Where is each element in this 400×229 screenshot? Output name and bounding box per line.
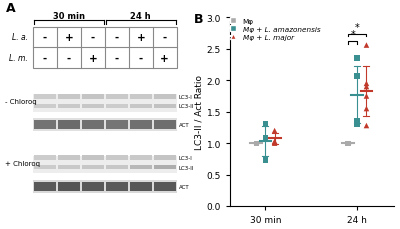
Bar (106, 155, 128, 161)
Point (354, 123, 360, 127)
Text: *: * (355, 23, 360, 33)
Point (363, 85, 370, 89)
Bar (82, 120, 104, 129)
Text: -: - (43, 53, 47, 63)
Text: 30 min: 30 min (53, 12, 85, 21)
Bar (34, 95, 56, 100)
Point (345, 142, 351, 145)
Bar (58, 104, 80, 109)
Point (363, 95, 370, 98)
Text: *: * (350, 30, 355, 40)
Bar (130, 120, 152, 129)
Text: L. m.: L. m. (9, 54, 28, 63)
Text: -: - (115, 33, 119, 43)
Text: -: - (139, 53, 143, 63)
Text: -: - (91, 33, 95, 43)
Point (363, 107, 370, 111)
Bar (130, 182, 152, 191)
Text: LC3-II: LC3-II (179, 165, 194, 170)
Text: -: - (43, 33, 47, 43)
Bar (82, 182, 104, 191)
Bar (34, 166, 56, 170)
Point (262, 158, 269, 162)
Bar (154, 120, 176, 129)
Bar (82, 104, 104, 109)
Point (363, 44, 370, 48)
Bar (154, 95, 176, 100)
Bar (33, 156, 177, 173)
Point (363, 124, 370, 128)
Bar (34, 155, 56, 161)
Bar (154, 155, 176, 161)
Bar (130, 155, 152, 161)
Text: +: + (160, 53, 169, 63)
Bar (106, 120, 128, 129)
Point (272, 129, 278, 133)
Text: B: B (194, 13, 204, 26)
Bar (106, 166, 128, 170)
Bar (58, 95, 80, 100)
Point (262, 123, 269, 127)
Point (354, 57, 360, 61)
Point (272, 140, 278, 143)
Bar (106, 182, 128, 191)
Text: A: A (6, 2, 16, 15)
Text: LC3-II: LC3-II (179, 104, 194, 109)
Point (253, 142, 260, 145)
Text: ACT: ACT (179, 122, 189, 127)
Point (354, 75, 360, 78)
Text: LC3-I: LC3-I (179, 155, 192, 161)
Point (272, 142, 278, 145)
Point (354, 120, 360, 123)
Text: - Chloroq: - Chloroq (5, 99, 37, 105)
Bar (34, 104, 56, 109)
Bar (130, 104, 152, 109)
Text: L. a.: L. a. (12, 33, 28, 42)
Bar (58, 166, 80, 170)
Point (253, 142, 260, 145)
Bar (33, 95, 177, 112)
Text: -: - (67, 53, 71, 63)
Point (363, 82, 370, 86)
Legend: Mφ, Mφ + L. amazonensis, Mφ + L. major: Mφ, Mφ + L. amazonensis, Mφ + L. major (226, 18, 321, 41)
Bar (82, 95, 104, 100)
Bar (33, 27, 177, 69)
Y-axis label: LC3-II / Act Ratio: LC3-II / Act Ratio (195, 75, 204, 150)
Text: ACT: ACT (179, 184, 189, 189)
Bar (154, 104, 176, 109)
Bar (33, 118, 177, 131)
Bar (130, 95, 152, 100)
Bar (58, 182, 80, 191)
Bar (58, 155, 80, 161)
Point (262, 137, 269, 140)
Bar (106, 95, 128, 100)
Bar (130, 166, 152, 170)
Text: +: + (65, 33, 73, 43)
Bar (82, 166, 104, 170)
Text: +: + (136, 33, 145, 43)
Bar (82, 155, 104, 161)
Text: +: + (88, 53, 97, 63)
Bar (34, 182, 56, 191)
Text: 24 h: 24 h (130, 12, 151, 21)
Bar (106, 104, 128, 109)
Bar (154, 182, 176, 191)
Text: -: - (162, 33, 167, 43)
Text: LC3-I: LC3-I (179, 95, 192, 100)
Text: + Chloroq: + Chloroq (5, 160, 40, 166)
Bar (58, 120, 80, 129)
Text: -: - (115, 53, 119, 63)
Bar (154, 166, 176, 170)
Bar (33, 180, 177, 193)
Bar (34, 120, 56, 129)
